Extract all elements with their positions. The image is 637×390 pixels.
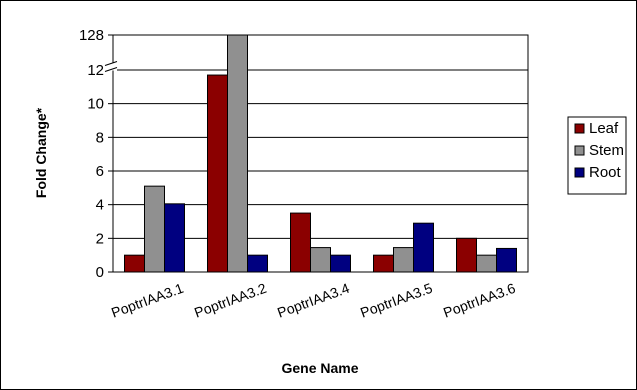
bar-leaf: [207, 74, 228, 273]
y-tick-label: 2: [96, 230, 104, 247]
bar-root: [247, 254, 268, 273]
y-tick-label: 128: [79, 27, 104, 44]
axis-break: [104, 61, 118, 72]
bar-root: [413, 222, 434, 273]
bar-stem: [476, 254, 497, 273]
y-tick-label: 8: [96, 129, 104, 146]
legend-swatch-stem: [574, 145, 585, 156]
x-axis-title: Gene Name: [281, 360, 358, 376]
legend-label-root: Root: [589, 164, 622, 181]
y-tick-label: 0: [96, 264, 104, 281]
bar-leaf: [290, 212, 311, 273]
legend-label-leaf: Leaf: [589, 120, 619, 137]
y-tick-label: 4: [96, 197, 104, 214]
legend-swatch-root: [574, 167, 585, 178]
bar-stem: [144, 185, 165, 273]
y-tick-label: 12: [87, 62, 104, 79]
bars: [124, 34, 517, 273]
y-tick-label: 10: [87, 96, 104, 113]
bar-root: [330, 254, 351, 273]
bar-root: [496, 247, 517, 273]
y-axis-title: Fold Change*: [33, 107, 49, 198]
bar-stem: [393, 247, 414, 273]
axis-break-mark: [104, 67, 118, 72]
axis-break-gap: [105, 62, 117, 71]
bar-root: [164, 203, 185, 273]
legend-swatch-leaf: [574, 123, 585, 134]
legend: Leaf Stem Root: [567, 116, 627, 195]
bar-stem: [227, 34, 248, 273]
bar-stem: [310, 247, 331, 273]
axis-break-mark: [104, 61, 118, 66]
bar-leaf: [124, 254, 145, 273]
bar-leaf: [456, 237, 477, 273]
bar-leaf: [373, 254, 394, 273]
y-tick-labels: 0 2 4 6 8 10 12 128: [79, 27, 104, 281]
y-tick-label: 6: [96, 163, 104, 180]
y-axis: [108, 34, 113, 273]
legend-label-stem: Stem: [589, 142, 624, 159]
